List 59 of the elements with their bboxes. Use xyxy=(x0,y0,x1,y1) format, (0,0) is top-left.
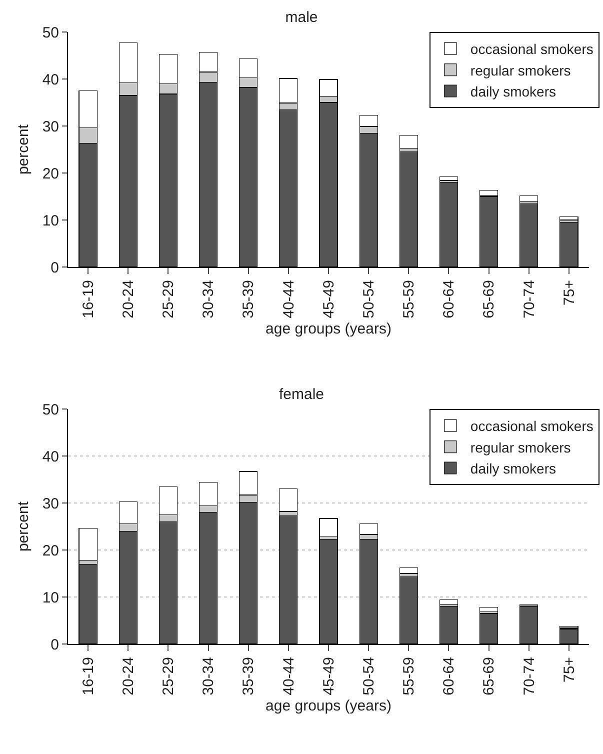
y-tick-label: 30 xyxy=(42,118,59,136)
x-tick-label: 35-39 xyxy=(240,657,258,696)
bar xyxy=(399,135,418,148)
x-tick-label: 70-74 xyxy=(520,280,538,318)
y-tick-label: 0 xyxy=(50,259,59,276)
x-tick-label: 60-64 xyxy=(440,657,458,696)
bar xyxy=(319,518,338,538)
bar xyxy=(520,195,538,202)
y-tick-label: 40 xyxy=(42,448,59,466)
x-tick-label: 75+ xyxy=(560,656,578,682)
bar xyxy=(78,528,98,561)
bar xyxy=(560,216,578,220)
legend-label: occasional smokers xyxy=(470,41,594,58)
x-tick-label: 45-49 xyxy=(320,280,338,318)
x-tick-label: 65-69 xyxy=(480,657,498,696)
legend-label: regular smokers xyxy=(470,439,571,456)
x-tick-label: 20-24 xyxy=(120,280,137,318)
bar xyxy=(399,568,418,574)
x-tick-label: 25-29 xyxy=(160,280,178,318)
x-tick-label: 55-59 xyxy=(400,280,418,318)
x-tick-label: 70-74 xyxy=(520,657,538,696)
x-tick-label: 55-59 xyxy=(400,657,418,696)
chart-title: male xyxy=(285,8,318,26)
y-tick-label: 0 xyxy=(50,636,59,654)
x-tick-label: 50-54 xyxy=(360,280,378,318)
y-axis-title: percent xyxy=(15,500,32,552)
x-tick-label: 65-69 xyxy=(480,280,498,318)
legend-label: occasional smokers xyxy=(470,418,594,434)
x-tick-label: 30-34 xyxy=(200,657,218,696)
x-axis-title: age groups (years) xyxy=(266,320,392,338)
x-tick-label: 45-49 xyxy=(320,657,338,696)
x-tick-label: 60-64 xyxy=(440,280,458,318)
x-tick-label: 20-24 xyxy=(120,657,137,696)
y-tick-label: 50 xyxy=(42,401,59,418)
legend-label: regular smokers xyxy=(470,62,571,78)
bar xyxy=(439,600,458,604)
x-tick-label: 50-54 xyxy=(360,657,378,696)
y-tick-label: 20 xyxy=(42,165,59,182)
x-tick-label: 40-44 xyxy=(280,280,298,318)
y-tick-label: 20 xyxy=(42,542,59,560)
x-axis-title: age groups (years) xyxy=(266,697,392,714)
x-tick-label: 16-19 xyxy=(80,280,97,318)
y-tick-label: 10 xyxy=(42,212,59,230)
chart-title: female xyxy=(278,386,324,403)
x-tick-label: 75+ xyxy=(560,280,578,306)
legend-label: daily smokers xyxy=(470,460,556,476)
y-tick-label: 50 xyxy=(42,24,59,42)
x-tick-label: 30-34 xyxy=(200,280,218,318)
y-tick-label: 40 xyxy=(42,71,59,88)
x-tick-label: 25-29 xyxy=(160,657,178,696)
x-tick-label: 16-19 xyxy=(80,657,97,696)
legend-label: daily smokers xyxy=(470,83,556,100)
bar xyxy=(279,488,298,512)
y-tick-label: 10 xyxy=(42,589,59,606)
bar xyxy=(479,607,498,612)
x-tick-label: 35-39 xyxy=(240,280,258,318)
x-tick-label: 40-44 xyxy=(280,657,298,696)
y-tick-label: 30 xyxy=(42,495,59,512)
y-axis-title: percent xyxy=(15,124,32,175)
